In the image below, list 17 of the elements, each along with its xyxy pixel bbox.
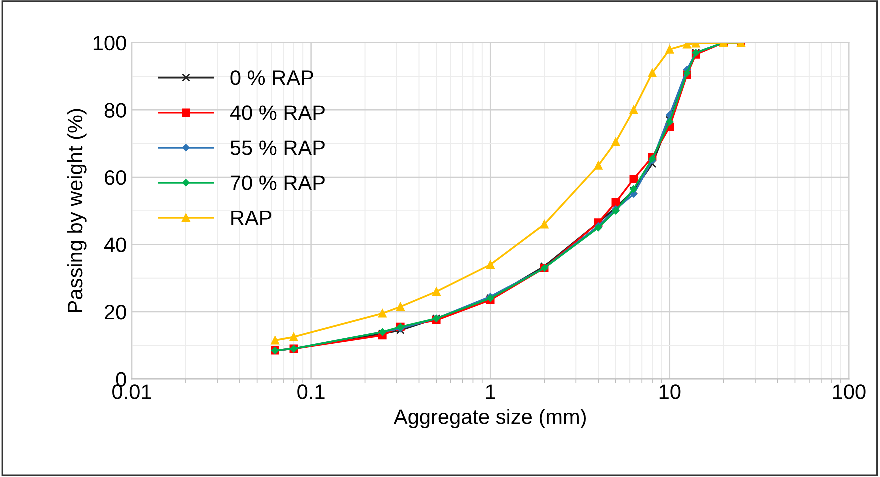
x-tick-label: 100 (833, 384, 866, 400)
y-tick-label: 20 (105, 304, 126, 320)
y-tick-label: 40 (104, 238, 126, 252)
y-tick-label: 100 (94, 36, 126, 51)
y-tick-label: 60 (105, 170, 126, 186)
x-axis-title: Aggregate size (mm) (394, 409, 586, 428)
legend-label: 40 % RAP (230, 106, 325, 120)
legend-label: 55 % RAP (230, 140, 325, 156)
y-axis-title: Passing by weight (%) (67, 109, 87, 312)
x-tick-label: 0.01 (112, 384, 152, 400)
legend-label: RAP (232, 210, 272, 226)
y-tick-label: 80 (104, 103, 126, 118)
legend-label: 0 % RAP (230, 70, 314, 86)
legend-label: 70 % RAP (230, 176, 325, 190)
x-tick-label: 10 (660, 384, 681, 400)
x-tick-label: 1 (486, 384, 496, 400)
x-tick-label: 0.1 (298, 384, 325, 400)
